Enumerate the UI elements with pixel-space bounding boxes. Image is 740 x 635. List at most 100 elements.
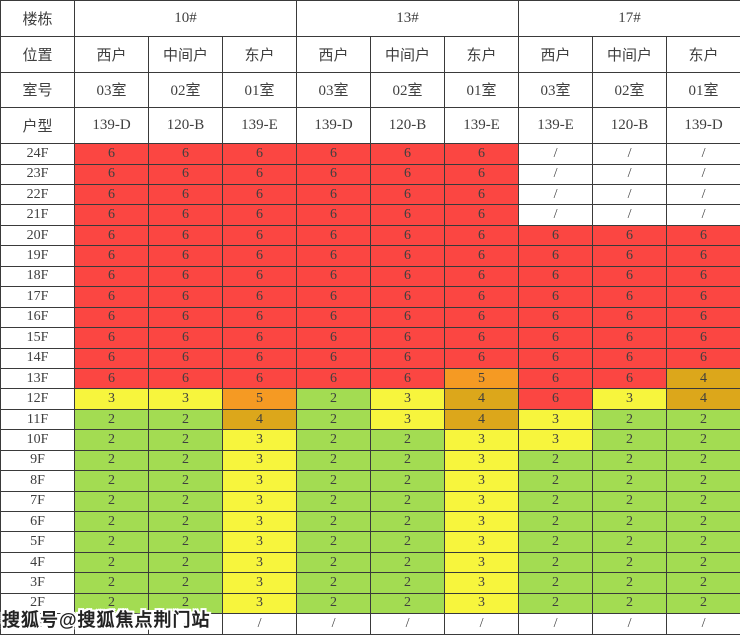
room-header-row: 室号 03室 02室 01室 03室 02室 01室 03室 02室 01室	[0, 71, 740, 109]
availability-cell: 2	[148, 572, 223, 594]
availability-cell: 6	[296, 224, 372, 247]
availability-cell: 3	[221, 551, 298, 574]
availability-cell: 6	[74, 163, 149, 186]
floor-row: 7F 2 2 3 2 2 3 2 2 2	[0, 490, 740, 513]
availability-cell: 6	[370, 327, 446, 349]
unit-type-header-row: 户型 139-D 120-B 139-E 139-D 120-B 139-E 139-E 120…	[0, 107, 740, 145]
empty-cell: /	[444, 613, 520, 635]
availability-cell: 2	[592, 470, 668, 492]
availability-cell: 6	[518, 388, 594, 410]
floor-label: 15F	[0, 327, 75, 349]
availability-cell: 6	[370, 224, 446, 247]
building-header-row: 楼栋 10# 13# 17#	[0, 0, 740, 37]
corner-label-position: 位置	[0, 35, 75, 73]
availability-cell: 2	[666, 449, 740, 472]
availability-cell: 6	[296, 143, 372, 165]
availability-cell: 2	[592, 592, 668, 615]
availability-cell: 2	[592, 429, 668, 451]
floor-row: 22F 6 6 6 6 6 6// /	[0, 183, 740, 206]
position-header-row: 位置 西户 中间户 东户 西户 中间户 东户 西户 中间户 东户	[0, 35, 740, 73]
availability-cell: 2	[370, 551, 446, 574]
availability-cell: 6	[296, 306, 372, 329]
availability-cell: 6	[221, 367, 298, 390]
availability-cell: 6	[370, 143, 446, 165]
unit-type-header-cell: 120-B	[148, 107, 223, 145]
availability-cell: 2	[148, 429, 223, 451]
floor-label: 18F	[0, 265, 75, 288]
availability-cell: 6	[666, 286, 740, 308]
availability-cell: 3	[444, 449, 520, 472]
availability-cell: 6	[518, 286, 594, 308]
availability-cell: 6	[370, 286, 446, 308]
unit-type-header-cell: 139-D	[666, 107, 740, 145]
availability-cell: 6	[148, 183, 223, 206]
availability-cell: 3	[444, 592, 520, 615]
floor-row: 24F 6 6 6 6 6 6// /	[0, 143, 740, 165]
empty-cell: /	[592, 183, 668, 206]
empty-cell: /	[592, 163, 668, 186]
availability-cell: 2	[370, 429, 446, 451]
availability-cell: 3	[444, 470, 520, 492]
availability-cell: 2	[296, 449, 372, 472]
position-header-cell: 东户	[444, 35, 520, 73]
floor-row: 12F 3 3 5 2 3 4 6 3 4	[0, 388, 740, 410]
availability-cell: 6	[666, 306, 740, 329]
availability-cell: 6	[296, 265, 372, 288]
floor-row: 8F 2 2 3 2 2 3 2 2 2	[0, 470, 740, 492]
unit-type-header-cell: 120-B	[592, 107, 668, 145]
corner-label-room: 室号	[0, 71, 75, 109]
availability-cell: 6	[370, 204, 446, 226]
availability-cell: 6	[444, 224, 520, 247]
empty-cell: /	[666, 613, 740, 635]
availability-cell: 2	[518, 572, 594, 594]
availability-cell: 4	[666, 388, 740, 410]
floor-label: 6F	[0, 510, 75, 533]
availability-cell: 3	[444, 429, 520, 451]
availability-cell: 6	[444, 327, 520, 349]
availability-cell: 2	[518, 531, 594, 553]
availability-cell: 3	[221, 572, 298, 594]
room-header-cell: 03室	[518, 71, 594, 109]
availability-cell: 6	[148, 306, 223, 329]
availability-cell: 2	[74, 572, 149, 594]
floor-row: 10F 2 2 3 2 2 3 3 2 2	[0, 429, 740, 451]
availability-cell: 2	[148, 470, 223, 492]
floor-row: 13F 6 6 6 6 6 5 6 6 4	[0, 367, 740, 390]
availability-cell: 2	[592, 408, 668, 431]
availability-cell: 2	[296, 531, 372, 553]
availability-cell: 2	[370, 592, 446, 615]
room-header-cell: 03室	[74, 71, 149, 109]
room-header-cell: 02室	[592, 71, 668, 109]
availability-cell: 6	[221, 163, 298, 186]
availability-cell: 2	[74, 470, 149, 492]
availability-cell: 4	[666, 367, 740, 390]
availability-cell: 6	[296, 367, 372, 390]
availability-cell: 6	[592, 245, 668, 267]
availability-cell: 3	[221, 510, 298, 533]
room-header-cell: 02室	[370, 71, 446, 109]
availability-cell: 6	[148, 163, 223, 186]
availability-cell: 6	[444, 143, 520, 165]
availability-cell: 2	[370, 510, 446, 533]
availability-cell: 6	[221, 245, 298, 267]
empty-cell: /	[74, 613, 149, 635]
floor-row: 16F 6 6 6 6 6 6 6 6 6	[0, 306, 740, 329]
empty-cell: /	[370, 613, 446, 635]
availability-cell: 3	[148, 388, 223, 410]
availability-cell: 6	[74, 367, 149, 390]
floor-row: 15F 6 6 6 6 6 6 6 6 6	[0, 327, 740, 349]
building-header-cell: 10#	[73, 0, 298, 37]
availability-cell: 2	[370, 531, 446, 553]
empty-cell: /	[296, 613, 372, 635]
position-header-cell: 西户	[296, 35, 372, 73]
availability-cell: 3	[518, 429, 594, 451]
empty-cell: /	[518, 183, 594, 206]
availability-cell: 3	[592, 388, 668, 410]
availability-cell: 2	[518, 592, 594, 615]
availability-cell: 2	[666, 510, 740, 533]
floor-label: 12F	[0, 388, 75, 410]
availability-cell: 6	[518, 306, 594, 329]
availability-cell: 6	[592, 347, 668, 369]
availability-cell: 5	[221, 388, 298, 410]
floor-row: 19F 6 6 6 6 6 6 6 6 6	[0, 245, 740, 267]
